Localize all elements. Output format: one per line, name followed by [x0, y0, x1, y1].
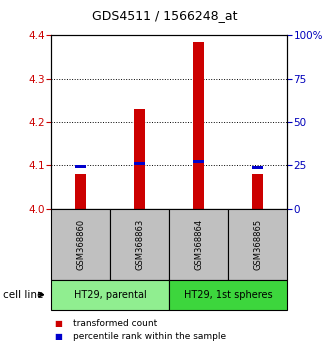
Text: GDS4511 / 1566248_at: GDS4511 / 1566248_at [92, 10, 238, 22]
Bar [169, 209, 228, 280]
Bar [169, 280, 287, 310]
Bar [193, 42, 204, 209]
Bar [51, 209, 110, 280]
Bar [75, 165, 86, 168]
Bar [134, 162, 145, 166]
Bar [228, 209, 287, 280]
Text: GSM368863: GSM368863 [135, 219, 144, 270]
Text: GSM368860: GSM368860 [76, 219, 85, 270]
Bar [252, 174, 263, 209]
Text: HT29, parental: HT29, parental [74, 290, 147, 300]
Bar [51, 280, 169, 310]
Bar [110, 209, 169, 280]
Bar [252, 166, 263, 169]
Text: percentile rank within the sample: percentile rank within the sample [73, 332, 226, 341]
Text: ■: ■ [54, 332, 62, 341]
Bar [134, 109, 145, 209]
Bar [75, 174, 86, 209]
Text: GSM368864: GSM368864 [194, 219, 203, 270]
Text: cell line: cell line [3, 290, 44, 300]
Text: HT29, 1st spheres: HT29, 1st spheres [184, 290, 273, 300]
Text: ■: ■ [54, 319, 62, 329]
Text: transformed count: transformed count [73, 319, 157, 329]
Bar [193, 160, 204, 163]
Text: GSM368865: GSM368865 [253, 219, 262, 270]
